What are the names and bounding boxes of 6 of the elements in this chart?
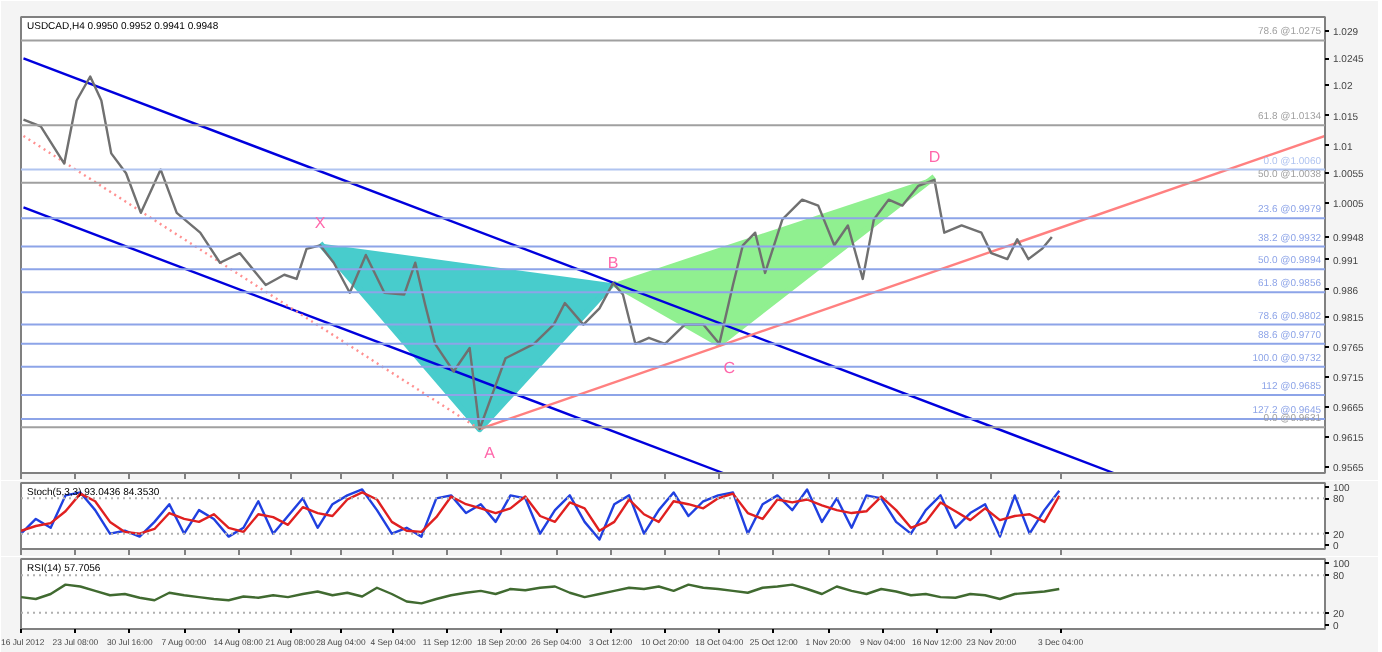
line-series [21,583,1061,605]
annotation: D [928,147,941,166]
line-series [22,75,1054,431]
annotation: X [314,214,327,233]
annotation: A [484,444,497,463]
annotation: B [607,254,619,273]
